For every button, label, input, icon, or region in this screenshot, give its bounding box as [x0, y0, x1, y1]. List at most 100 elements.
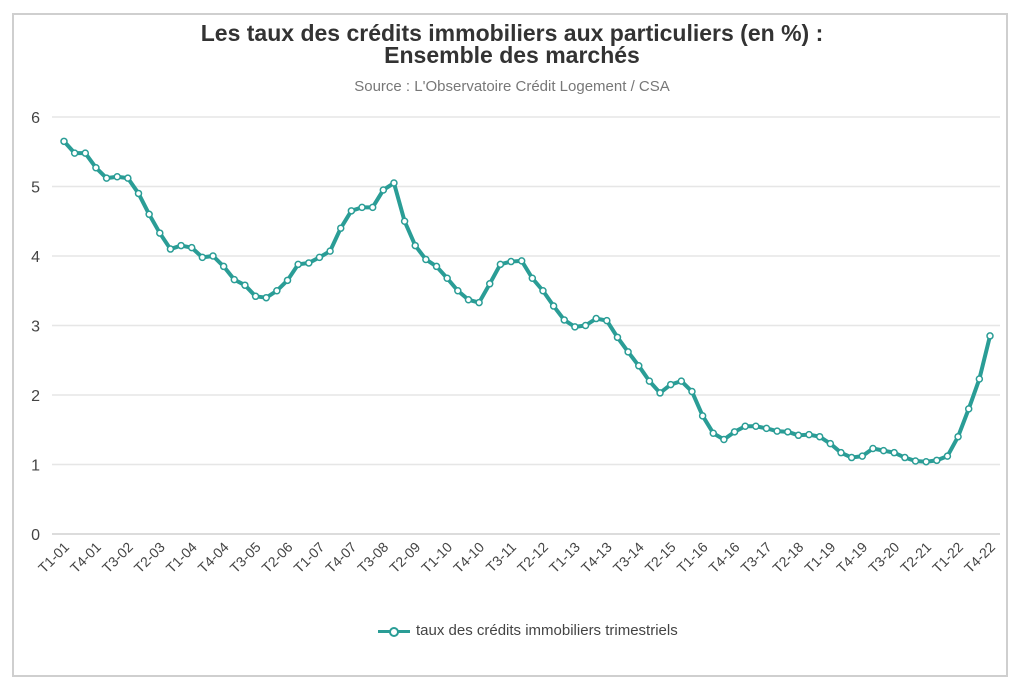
x-tick-label: T2-03	[131, 539, 168, 576]
data-point	[262, 293, 270, 302]
data-point	[60, 137, 68, 146]
x-tick-label: T1-16	[674, 539, 711, 576]
x-tick-label: T2-06	[258, 539, 295, 576]
data-point	[879, 446, 888, 455]
data-point	[922, 457, 930, 466]
x-tick-label: T3-05	[227, 539, 264, 576]
data-point	[219, 262, 228, 271]
x-tick-label: T2-09	[386, 539, 423, 576]
data-point	[847, 453, 856, 462]
data-point	[815, 432, 824, 441]
y-tick-label: 6	[31, 110, 40, 127]
data-point	[283, 276, 292, 285]
x-tick-label: T3-08	[354, 539, 391, 576]
data-point	[273, 287, 281, 295]
x-tick-label: T3-17	[737, 539, 774, 576]
data-point	[336, 224, 345, 232]
chart-title-line2: Ensemble des marchés	[384, 42, 640, 68]
legend-line-marker-icon	[378, 625, 410, 637]
x-tick-label: T1-07	[290, 539, 327, 576]
data-point	[826, 439, 835, 448]
data-point	[134, 189, 143, 198]
data-point	[869, 444, 877, 453]
x-tick-label: T1-04	[163, 539, 200, 576]
data-point	[411, 241, 419, 250]
data-point	[709, 429, 718, 437]
chart-frame	[12, 13, 1008, 677]
data-point	[241, 281, 249, 289]
data-point	[858, 452, 867, 460]
data-point	[741, 422, 749, 431]
data-point	[688, 387, 696, 396]
data-point	[507, 257, 515, 266]
x-tick-label: T2-12	[514, 539, 551, 576]
data-point	[794, 431, 803, 440]
data-point	[539, 287, 547, 295]
data-point	[390, 179, 398, 187]
data-point	[890, 448, 898, 457]
x-tick-label: T4-07	[322, 539, 359, 576]
data-point	[635, 362, 643, 370]
y-tick-label: 5	[31, 180, 40, 197]
data-point	[773, 427, 781, 435]
data-point	[166, 245, 175, 253]
data-point	[784, 428, 792, 436]
data-point	[368, 203, 377, 212]
data-point	[762, 424, 771, 433]
data-point	[986, 332, 994, 340]
data-point	[81, 149, 90, 157]
data-point	[124, 174, 132, 182]
data-point	[933, 456, 941, 465]
data-point	[305, 259, 313, 267]
data-point	[517, 257, 526, 265]
data-point	[805, 430, 813, 439]
x-tick-label: T1-10	[418, 539, 455, 576]
legend-label: taux des crédits immobiliers trimestriel…	[416, 622, 678, 639]
data-point	[528, 274, 537, 282]
y-tick-label: 1	[31, 458, 40, 475]
data-point	[645, 377, 654, 385]
y-tick-label: 0	[31, 527, 40, 544]
legend: taux des crédits immobiliers trimestriel…	[378, 622, 678, 639]
data-point	[198, 253, 207, 262]
chart-title-line1: Les taux des crédits immobiliers aux par…	[200, 20, 824, 46]
data-point	[720, 435, 728, 444]
x-tick-label: T1-22	[929, 539, 966, 576]
y-tick-label: 3	[31, 319, 40, 336]
data-point	[613, 333, 622, 342]
x-tick-label: T4-04	[195, 539, 232, 576]
data-point	[113, 173, 121, 181]
data-point	[730, 428, 739, 436]
data-point	[837, 448, 845, 457]
y-tick-label: 4	[31, 249, 40, 266]
x-tick-label: T2-18	[769, 539, 806, 576]
x-tick-label: T3-14	[610, 539, 647, 576]
data-point	[571, 323, 579, 331]
data-point	[379, 186, 388, 194]
x-tick-label: T1-19	[801, 539, 838, 576]
data-point	[624, 348, 632, 356]
x-tick-label: T4-16	[705, 539, 742, 576]
x-tick-label: T3-11	[483, 539, 520, 576]
data-point	[464, 296, 473, 304]
data-point	[581, 321, 590, 330]
data-point	[656, 389, 664, 397]
data-point	[954, 432, 962, 441]
data-point	[102, 174, 111, 182]
data-point	[177, 241, 185, 250]
data-point	[251, 292, 260, 301]
chart-source: Source : L'Observatoire Crédit Logement …	[354, 78, 670, 95]
data-point	[209, 252, 217, 260]
data-point	[92, 163, 100, 172]
data-point	[156, 229, 164, 237]
y-tick-label: 2	[31, 388, 40, 405]
data-point	[698, 412, 707, 420]
data-point	[943, 452, 952, 460]
data-point	[475, 298, 483, 307]
data-point	[443, 274, 451, 282]
data-point	[549, 302, 558, 310]
data-point	[70, 149, 79, 157]
data-point	[485, 280, 494, 288]
x-tick-label: T3-02	[99, 539, 136, 576]
x-tick-label: T4-13	[578, 539, 615, 576]
